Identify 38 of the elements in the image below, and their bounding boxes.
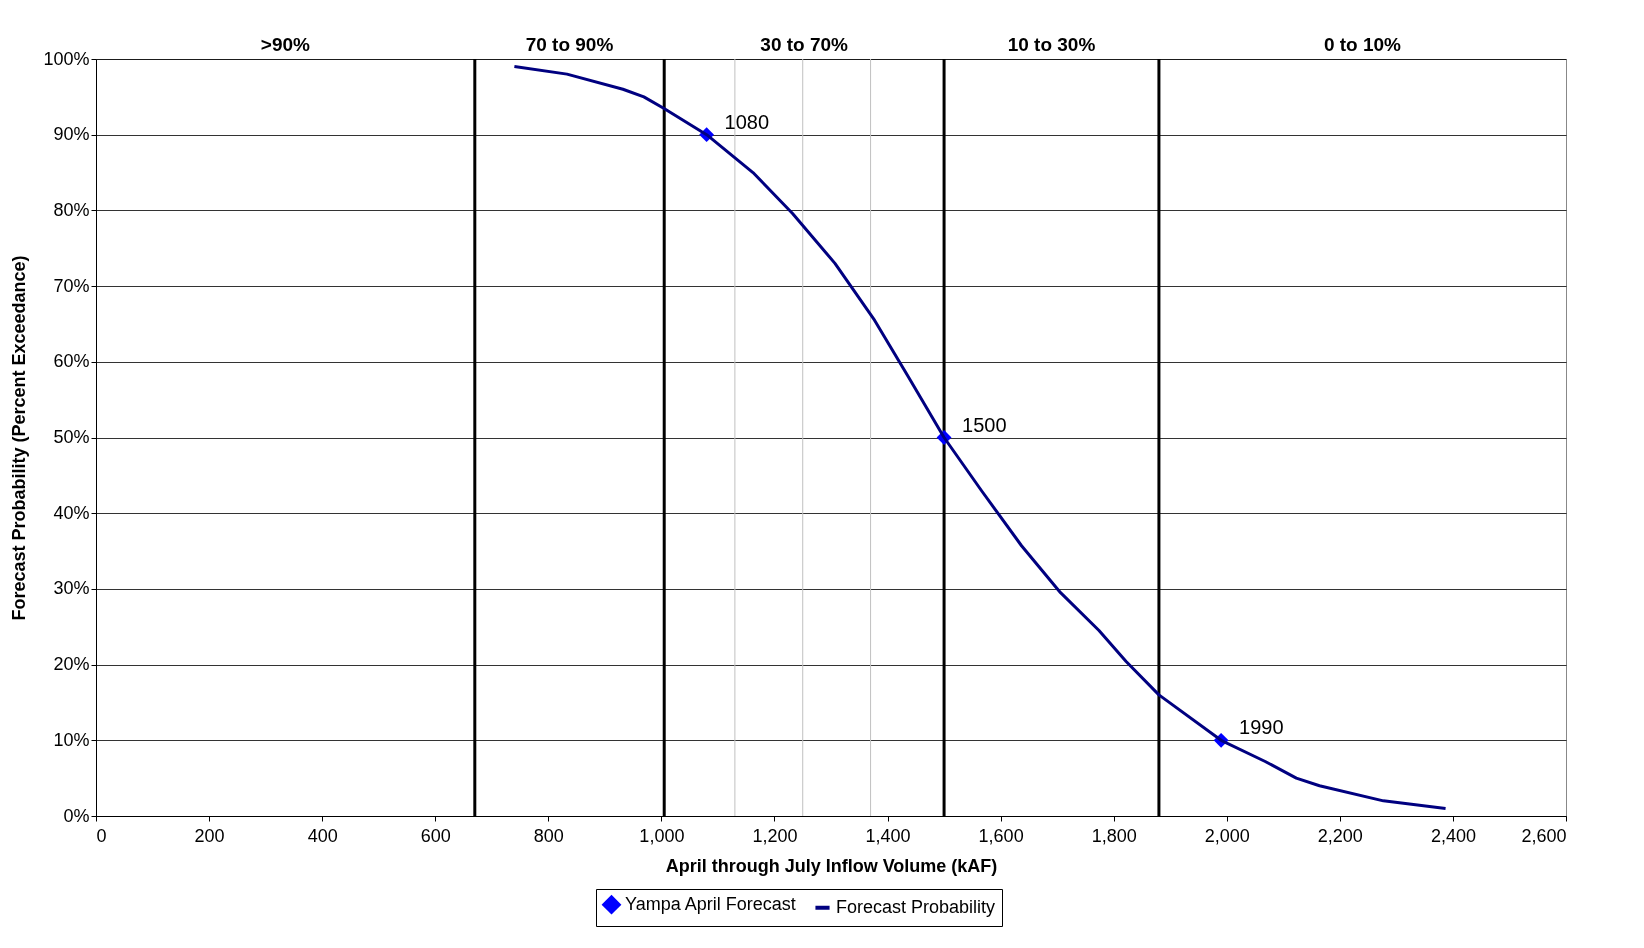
- text: 30 to 70%: [760, 34, 849, 55]
- y-axis-title: Forecast Probability (Percent Exceedance): [9, 255, 30, 621]
- legend-label: Yampa April Forecast: [625, 893, 796, 914]
- y-tick-label: 100%: [43, 48, 90, 69]
- annotation: 1500: [962, 413, 1007, 436]
- y-tick-label: 60%: [53, 351, 90, 372]
- x-axis-title: April through July Inflow Volume (kAF): [665, 855, 998, 876]
- x-tick-label: 1,400: [865, 825, 911, 846]
- y-tick-label: 40%: [53, 502, 90, 523]
- y-tick-label: 30%: [53, 578, 90, 599]
- text: 10 to 30%: [1007, 34, 1096, 55]
- y-tick-label: 90%: [53, 124, 90, 145]
- x-tick-label: 1,800: [1091, 825, 1137, 846]
- x-tick-label: 2,600: [1521, 825, 1567, 846]
- x-tick-label: 2,400: [1430, 825, 1476, 846]
- y-tick-label: 70%: [53, 275, 90, 296]
- x-tick-label: 800: [533, 825, 564, 846]
- x-tick-label: 0: [96, 825, 107, 846]
- x-tick-label: 1,000: [639, 825, 685, 846]
- y-tick-label: 50%: [53, 427, 90, 447]
- legend-label: Forecast Probability: [836, 896, 996, 917]
- x-tick-label: 600: [420, 825, 451, 846]
- x-tick-label: 1,200: [752, 825, 798, 846]
- y-tick-label: 80%: [53, 199, 90, 220]
- annotation: 1990: [1239, 716, 1284, 739]
- y-tick-label: 20%: [53, 654, 90, 675]
- text: 70 to 90%: [525, 34, 614, 55]
- x-tick-label: 2,200: [1317, 825, 1363, 846]
- x-tick-label: 200: [194, 825, 225, 846]
- x-tick-label: 1,600: [978, 825, 1024, 846]
- text: >90%: [260, 34, 311, 55]
- x-tick-label: 2,000: [1204, 825, 1250, 846]
- annotation: 1080: [724, 110, 770, 133]
- x-tick-label: 400: [307, 825, 338, 846]
- y-tick-label: 0%: [63, 805, 90, 826]
- text: 0 to 10%: [1323, 34, 1402, 55]
- y-tick-label: 10%: [53, 729, 90, 750]
- line-series: [512, 65, 1448, 810]
